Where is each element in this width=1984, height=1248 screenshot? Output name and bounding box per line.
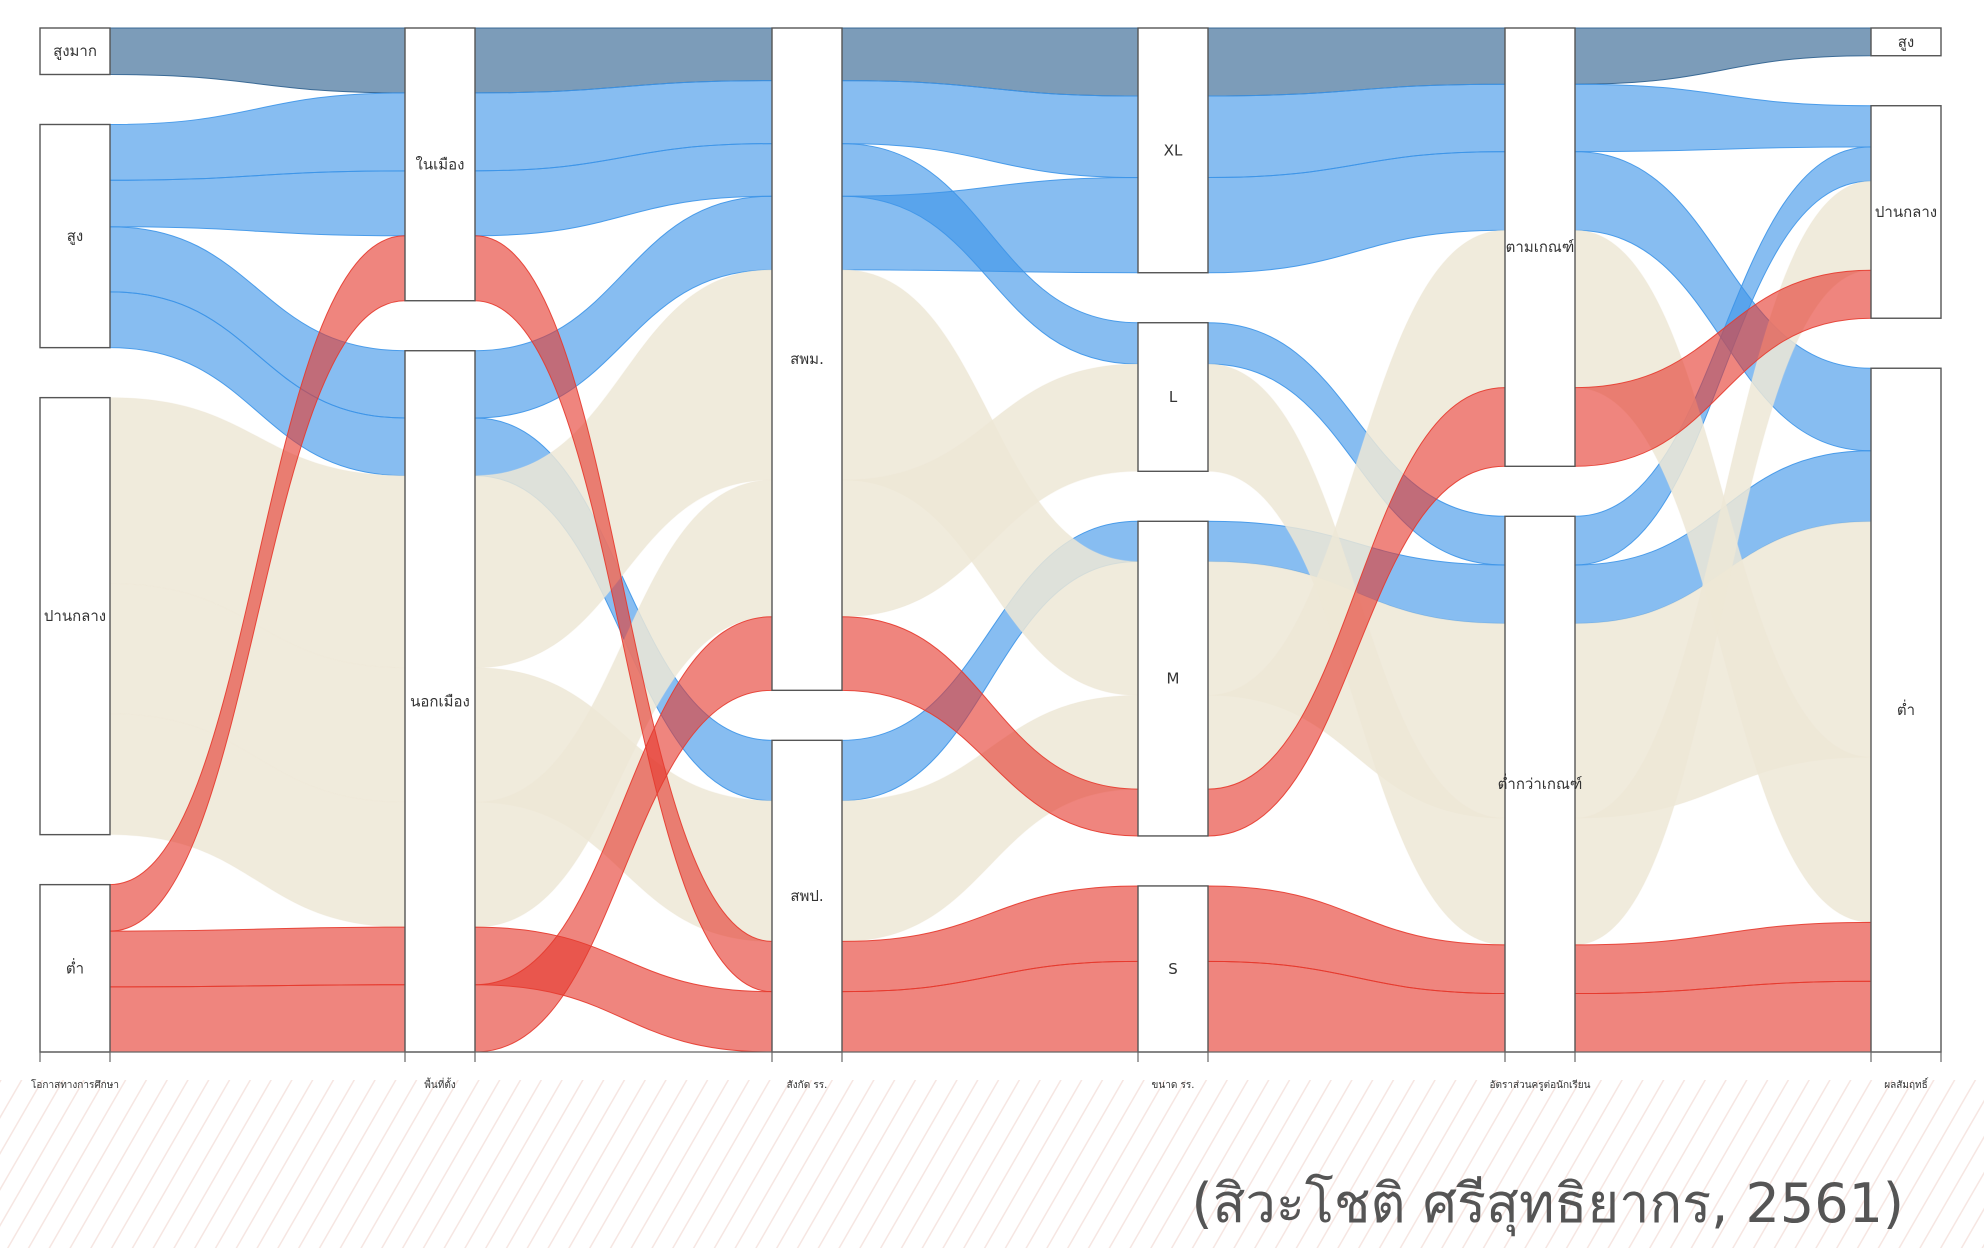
node-label: สพป. bbox=[790, 887, 823, 905]
node-label: M bbox=[1167, 670, 1180, 688]
node-low bbox=[1870, 367, 1942, 1053]
node-l bbox=[1137, 322, 1209, 473]
flow-ribbon-high bbox=[109, 170, 406, 237]
node-xl bbox=[1137, 27, 1209, 274]
node-label: ปานกลาง bbox=[1875, 203, 1937, 221]
axis-baseline: โอกาสทางการศึกษา พื้นที่ตั้ง สังกัด รร. ขนา… bbox=[31, 1051, 1942, 1091]
flow-ribbon-very_high bbox=[109, 27, 406, 94]
node-medium bbox=[39, 396, 111, 836]
flow-ribbon-very_high bbox=[1574, 27, 1872, 85]
flow-ribbons bbox=[109, 27, 1872, 1053]
axis-label: โอกาสทางการศึกษา bbox=[31, 1078, 119, 1091]
node-label: ตามเกณฑ์ bbox=[1506, 238, 1575, 256]
node-label: ปานกลาง bbox=[44, 607, 106, 625]
flow-ribbon-low bbox=[109, 926, 406, 988]
node-meet bbox=[1504, 27, 1576, 467]
parallel-sets-diagram: สูงมากสูงปานกลางต่ำในเมืองนอกเมืองสพม.สพ… bbox=[31, 27, 1942, 1091]
node-label: ในเมือง bbox=[416, 155, 465, 173]
node-label: นอกเมือง bbox=[410, 692, 470, 710]
node-very_high bbox=[39, 27, 111, 76]
axis-label: สังกัด รร. bbox=[787, 1080, 828, 1091]
node-mid bbox=[1870, 105, 1942, 319]
flow-ribbon-high bbox=[109, 92, 406, 181]
node-rural bbox=[404, 350, 476, 1053]
axis-label: ผลสัมฤทธิ์ bbox=[1884, 1077, 1929, 1091]
node-label: สพม. bbox=[790, 350, 824, 368]
node-label: สูง bbox=[67, 227, 83, 245]
node-label: สูง bbox=[1898, 33, 1914, 51]
node-city bbox=[404, 27, 476, 302]
node-label: S bbox=[1168, 960, 1178, 978]
axis-label: พื้นที่ตั้ง bbox=[424, 1077, 456, 1091]
node-spm bbox=[771, 27, 843, 692]
node-label: L bbox=[1169, 388, 1178, 406]
node-below bbox=[1504, 515, 1576, 1053]
flow-ribbon-low bbox=[109, 984, 406, 1053]
citation: (สิวะโชติ ศรีสุทธิยากร, 2561) bbox=[1191, 1172, 1904, 1235]
node-label: สูงมาก bbox=[53, 42, 97, 60]
node-label: ต่ำ bbox=[66, 957, 84, 977]
node-m bbox=[1137, 520, 1209, 837]
category-nodes: สูงมากสูงปานกลางต่ำในเมืองนอกเมืองสพม.สพ… bbox=[39, 27, 1942, 1053]
node-label: XL bbox=[1164, 141, 1183, 159]
node-high bbox=[1870, 27, 1942, 57]
node-high bbox=[39, 123, 111, 349]
node-s bbox=[1137, 885, 1209, 1053]
axis-label: ขนาด รร. bbox=[1152, 1080, 1195, 1091]
axis-label: อัตราส่วนครูต่อนักเรียน bbox=[1490, 1079, 1591, 1091]
node-label: ต่ำ bbox=[1897, 699, 1915, 719]
node-label: ต่ำกว่าเกณฑ์ bbox=[1498, 773, 1583, 793]
node-low bbox=[39, 883, 111, 1053]
flow-ribbon-high bbox=[1574, 83, 1872, 153]
